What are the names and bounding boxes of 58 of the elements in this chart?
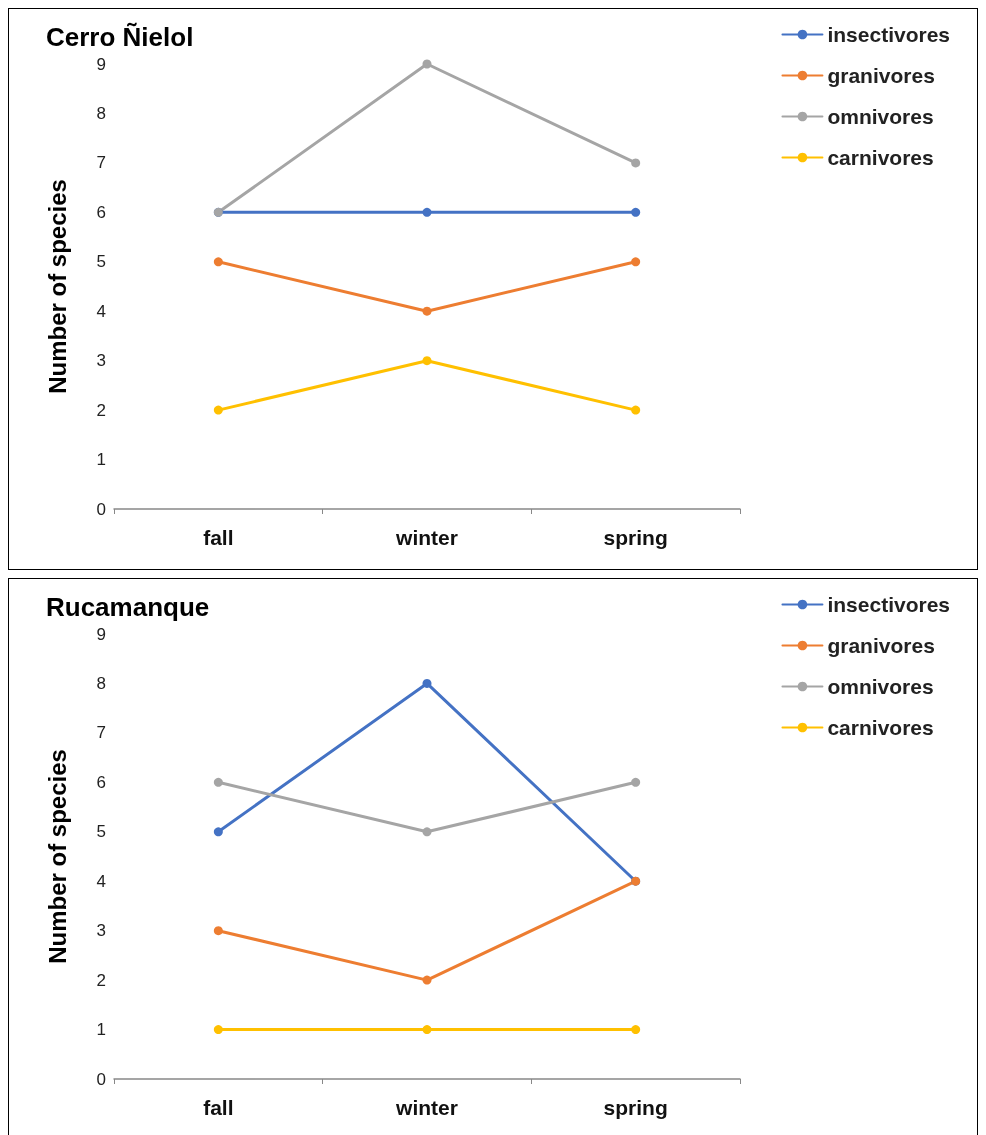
x-tick-label: winter <box>395 526 458 549</box>
point <box>422 306 432 316</box>
y-tick-label: 7 <box>96 153 106 173</box>
y-tick-label: 9 <box>96 54 106 74</box>
y-tick-label: 0 <box>96 499 106 519</box>
legend-label: carnivores <box>827 716 934 739</box>
point <box>631 1025 641 1035</box>
x-tick-label: spring <box>603 526 668 549</box>
y-tick-label: 1 <box>96 450 106 470</box>
y-tick-label: 3 <box>96 921 106 941</box>
point <box>422 1025 432 1035</box>
point <box>422 356 432 366</box>
point <box>631 207 641 217</box>
legend-label: omnivores <box>827 675 934 698</box>
point <box>213 926 223 936</box>
point <box>213 827 223 837</box>
y-tick-label: 2 <box>96 970 106 990</box>
x-tick-label: fall <box>203 1096 234 1119</box>
x-tick-label: spring <box>603 1096 668 1119</box>
point <box>422 827 432 837</box>
x-tick-label: fall <box>203 526 234 549</box>
y-tick-label: 5 <box>96 822 106 842</box>
y-tick-label: 8 <box>96 673 106 693</box>
y-tick-label: 4 <box>96 301 106 321</box>
y-tick-label: 6 <box>96 772 106 792</box>
chart-title: Rucamanque <box>46 592 210 622</box>
y-axis-title: Number of species <box>43 749 71 964</box>
x-tick-label: winter <box>395 1096 458 1119</box>
y-tick-label: 0 <box>96 1069 106 1089</box>
y-tick-label: 3 <box>96 351 106 371</box>
legend-label: granivores <box>827 64 935 87</box>
point <box>422 59 432 69</box>
point <box>422 678 432 688</box>
legend-label: insectivores <box>827 593 951 616</box>
y-tick-label: 4 <box>96 871 106 891</box>
legend-label: insectivores <box>827 23 951 46</box>
point <box>631 257 641 267</box>
y-tick-label: 2 <box>96 400 106 420</box>
point <box>213 405 223 415</box>
y-tick-label: 6 <box>96 202 106 222</box>
y-tick-label: 1 <box>96 1020 106 1040</box>
point <box>631 405 641 415</box>
y-axis-title: Number of species <box>43 179 71 394</box>
y-tick-label: 9 <box>96 624 106 644</box>
legend-label: granivores <box>827 634 935 657</box>
legend-label: omnivores <box>827 105 934 128</box>
point <box>631 158 641 168</box>
point <box>213 257 223 267</box>
point <box>422 975 432 985</box>
point <box>213 1025 223 1035</box>
y-tick-label: 7 <box>96 723 106 743</box>
y-tick-label: 8 <box>96 103 106 123</box>
legend-label: carnivores <box>827 146 934 169</box>
point <box>422 207 432 217</box>
y-tick-label: 5 <box>96 252 106 272</box>
chart-title: Cerro Ñielol <box>46 22 194 52</box>
point <box>631 777 641 787</box>
point <box>213 777 223 787</box>
